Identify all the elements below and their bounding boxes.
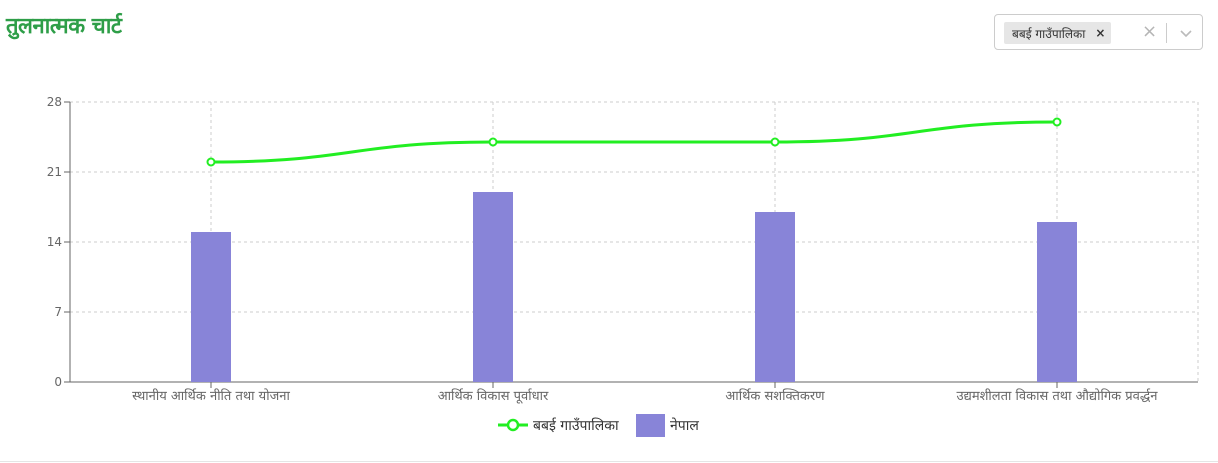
y-tick-labels: 0 7 14 21 28 — [47, 95, 70, 389]
bar-series — [191, 192, 1077, 382]
bottom-divider — [0, 461, 1218, 462]
page-title: तुलनात्मक चार्ट — [6, 14, 122, 39]
y-tick-label: 14 — [47, 235, 62, 249]
municipality-select[interactable]: बबई गाउँपालिका × × — [994, 14, 1203, 50]
y-tick-label: 0 — [54, 375, 62, 389]
line-point — [1052, 117, 1062, 127]
y-tick-label: 7 — [54, 305, 62, 319]
bar — [473, 192, 513, 382]
line-point — [488, 137, 498, 147]
legend-line-marker — [506, 418, 520, 432]
x-tick-labels: स्थानीय आर्थिक नीति तथा योजना आर्थिक विका… — [132, 382, 1158, 404]
legend-label: नेपाल — [670, 417, 699, 434]
line-point — [770, 137, 780, 147]
bar — [191, 232, 231, 382]
chevron-down-icon[interactable] — [1176, 23, 1196, 43]
x-tick-label: आर्थिक विकास पूर्वाधार — [438, 388, 549, 404]
selector-separator — [1166, 23, 1167, 43]
chart-grid — [70, 101, 1199, 383]
legend-bar-swatch — [636, 414, 665, 437]
bar — [1037, 222, 1077, 382]
y-tick-label: 21 — [47, 165, 62, 179]
selected-chip: बबई गाउँपालिका × — [1004, 22, 1112, 44]
clear-icon[interactable]: × — [1142, 21, 1158, 42]
legend-label: बबई गाउँपालिका — [533, 417, 619, 434]
x-tick-label: आर्थिक सशक्तिकरण — [725, 388, 825, 404]
x-tick-label: स्थानीय आर्थिक नीति तथा योजना — [132, 388, 290, 404]
chart-legend: बबई गाउँपालिका नेपाल — [498, 414, 699, 437]
x-tick-label: उद्यमशीलता विकास तथा औद्योगिक प्रवर्द्धन — [957, 388, 1159, 404]
bar — [755, 212, 795, 382]
series-line — [210, 120, 1058, 164]
y-tick-label: 28 — [47, 95, 62, 109]
line-point — [206, 157, 216, 167]
line-series — [206, 117, 1062, 167]
selected-chip-label: बबई गाउँपालिका — [1012, 26, 1086, 41]
chip-remove-icon[interactable]: × — [1095, 26, 1106, 40]
